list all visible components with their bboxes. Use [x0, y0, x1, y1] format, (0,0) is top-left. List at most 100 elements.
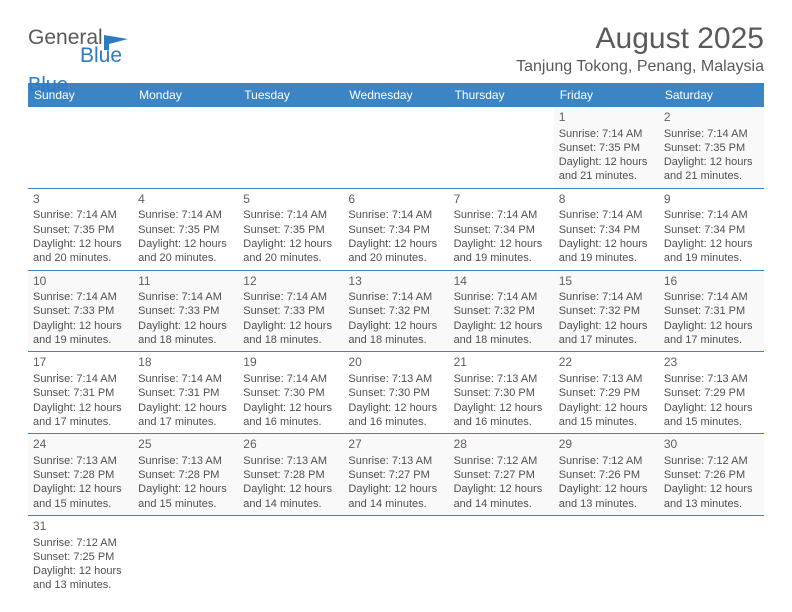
day-info: Sunrise: 7:13 AMSunset: 7:28 PMDaylight:…	[243, 454, 338, 511]
calendar-day-cell	[28, 107, 133, 188]
day-info: Sunrise: 7:13 AMSunset: 7:27 PMDaylight:…	[348, 454, 443, 511]
calendar-body: 1Sunrise: 7:14 AMSunset: 7:35 PMDaylight…	[28, 107, 764, 597]
weekday-header: Saturday	[659, 83, 764, 107]
day-info: Sunrise: 7:14 AMSunset: 7:30 PMDaylight:…	[243, 372, 338, 429]
day-number: 17	[33, 355, 128, 371]
day-number: 9	[664, 192, 759, 208]
day-number: 23	[664, 355, 759, 371]
day-number: 11	[138, 274, 233, 290]
day-number: 16	[664, 274, 759, 290]
day-number: 22	[559, 355, 654, 371]
calendar-day-cell: 22Sunrise: 7:13 AMSunset: 7:29 PMDayligh…	[554, 352, 659, 434]
day-number: 1	[559, 110, 654, 126]
day-info: Sunrise: 7:14 AMSunset: 7:35 PMDaylight:…	[243, 208, 338, 265]
weekday-header: Tuesday	[238, 83, 343, 107]
calendar-day-cell: 4Sunrise: 7:14 AMSunset: 7:35 PMDaylight…	[133, 188, 238, 270]
calendar-day-cell: 5Sunrise: 7:14 AMSunset: 7:35 PMDaylight…	[238, 188, 343, 270]
calendar-day-cell: 15Sunrise: 7:14 AMSunset: 7:32 PMDayligh…	[554, 270, 659, 352]
day-number: 30	[664, 437, 759, 453]
calendar-day-cell	[449, 107, 554, 188]
day-number: 12	[243, 274, 338, 290]
weekday-header: Wednesday	[343, 83, 448, 107]
day-number: 28	[454, 437, 549, 453]
day-number: 14	[454, 274, 549, 290]
day-info: Sunrise: 7:12 AMSunset: 7:27 PMDaylight:…	[454, 454, 549, 511]
calendar-day-cell: 24Sunrise: 7:13 AMSunset: 7:28 PMDayligh…	[28, 434, 133, 516]
calendar-day-cell: 18Sunrise: 7:14 AMSunset: 7:31 PMDayligh…	[133, 352, 238, 434]
day-number: 15	[559, 274, 654, 290]
calendar-day-cell: 11Sunrise: 7:14 AMSunset: 7:33 PMDayligh…	[133, 270, 238, 352]
day-info: Sunrise: 7:14 AMSunset: 7:33 PMDaylight:…	[138, 290, 233, 347]
day-info: Sunrise: 7:14 AMSunset: 7:34 PMDaylight:…	[559, 208, 654, 265]
day-info: Sunrise: 7:14 AMSunset: 7:33 PMDaylight:…	[243, 290, 338, 347]
day-info: Sunrise: 7:14 AMSunset: 7:35 PMDaylight:…	[138, 208, 233, 265]
calendar-day-cell: 31Sunrise: 7:12 AMSunset: 7:25 PMDayligh…	[28, 515, 133, 596]
day-number: 2	[664, 110, 759, 126]
calendar-day-cell: 19Sunrise: 7:14 AMSunset: 7:30 PMDayligh…	[238, 352, 343, 434]
calendar-day-cell	[343, 515, 448, 596]
calendar-week-row: 1Sunrise: 7:14 AMSunset: 7:35 PMDaylight…	[28, 107, 764, 188]
calendar-day-cell: 16Sunrise: 7:14 AMSunset: 7:31 PMDayligh…	[659, 270, 764, 352]
calendar-week-row: 3Sunrise: 7:14 AMSunset: 7:35 PMDaylight…	[28, 188, 764, 270]
day-info: Sunrise: 7:14 AMSunset: 7:31 PMDaylight:…	[138, 372, 233, 429]
calendar-day-cell: 7Sunrise: 7:14 AMSunset: 7:34 PMDaylight…	[449, 188, 554, 270]
calendar-table: SundayMondayTuesdayWednesdayThursdayFrid…	[28, 83, 764, 597]
calendar-day-cell: 27Sunrise: 7:13 AMSunset: 7:27 PMDayligh…	[343, 434, 448, 516]
calendar-day-cell: 21Sunrise: 7:13 AMSunset: 7:30 PMDayligh…	[449, 352, 554, 434]
day-number: 20	[348, 355, 443, 371]
calendar-week-row: 24Sunrise: 7:13 AMSunset: 7:28 PMDayligh…	[28, 434, 764, 516]
calendar-day-cell	[659, 515, 764, 596]
day-info: Sunrise: 7:14 AMSunset: 7:33 PMDaylight:…	[33, 290, 128, 347]
day-number: 24	[33, 437, 128, 453]
calendar-day-cell: 3Sunrise: 7:14 AMSunset: 7:35 PMDaylight…	[28, 188, 133, 270]
day-number: 31	[33, 519, 128, 535]
day-number: 19	[243, 355, 338, 371]
day-number: 4	[138, 192, 233, 208]
day-info: Sunrise: 7:14 AMSunset: 7:35 PMDaylight:…	[559, 127, 654, 184]
day-number: 10	[33, 274, 128, 290]
calendar-day-cell: 14Sunrise: 7:14 AMSunset: 7:32 PMDayligh…	[449, 270, 554, 352]
calendar-day-cell: 29Sunrise: 7:12 AMSunset: 7:26 PMDayligh…	[554, 434, 659, 516]
calendar-day-cell: 1Sunrise: 7:14 AMSunset: 7:35 PMDaylight…	[554, 107, 659, 188]
calendar-day-cell: 23Sunrise: 7:13 AMSunset: 7:29 PMDayligh…	[659, 352, 764, 434]
calendar-week-row: 31Sunrise: 7:12 AMSunset: 7:25 PMDayligh…	[28, 515, 764, 596]
calendar-week-row: 17 Sunrise: 7:14 AMSunset: 7:31 PMDayligh…	[28, 352, 764, 434]
weekday-header: Friday	[554, 83, 659, 107]
day-info: Sunrise: 7:14 AMSunset: 7:32 PMDaylight:…	[348, 290, 443, 347]
calendar-day-cell: 17Sunrise: 7:14 AMSunset: 7:31 PMDayligh…	[28, 352, 133, 434]
day-number: 3	[33, 192, 128, 208]
day-number: 27	[348, 437, 443, 453]
calendar-day-cell: 26Sunrise: 7:13 AMSunset: 7:28 PMDayligh…	[238, 434, 343, 516]
month-title: August 2025	[516, 22, 764, 56]
day-info: Sunrise: 7:13 AMSunset: 7:30 PMDaylight:…	[348, 372, 443, 429]
weekday-header: Monday	[133, 83, 238, 107]
day-number: 26	[243, 437, 338, 453]
day-number: 21	[454, 355, 549, 371]
day-info: Sunrise: 7:14 AMSunset: 7:32 PMDaylight:…	[454, 290, 549, 347]
day-info: Sunrise: 7:14 AMSunset: 7:34 PMDaylight:…	[348, 208, 443, 265]
calendar-day-cell: 6Sunrise: 7:14 AMSunset: 7:34 PMDaylight…	[343, 188, 448, 270]
calendar-day-cell: 25Sunrise: 7:13 AMSunset: 7:28 PMDayligh…	[133, 434, 238, 516]
calendar-day-cell: 20Sunrise: 7:13 AMSunset: 7:30 PMDayligh…	[343, 352, 448, 434]
day-info: Sunrise: 7:14 AMSunset: 7:34 PMDaylight:…	[454, 208, 549, 265]
day-info: Sunrise: 7:14 AMSunset: 7:35 PMDaylight:…	[664, 127, 759, 184]
day-info: Sunrise: 7:13 AMSunset: 7:28 PMDaylight:…	[33, 454, 128, 511]
calendar-day-cell	[554, 515, 659, 596]
day-info: Sunrise: 7:14 AMSunset: 7:34 PMDaylight:…	[664, 208, 759, 265]
day-number: 7	[454, 192, 549, 208]
day-number: 5	[243, 192, 338, 208]
day-info: Sunrise: 7:14 AMSunset: 7:31 PMDaylight:…	[664, 290, 759, 347]
day-info: Sunrise: 7:12 AMSunset: 7:25 PMDaylight:…	[33, 536, 128, 593]
calendar-day-cell	[238, 107, 343, 188]
day-info: Sunrise: 7:13 AMSunset: 7:30 PMDaylight:…	[454, 372, 549, 429]
weekday-header: Thursday	[449, 83, 554, 107]
calendar-day-cell	[343, 107, 448, 188]
day-info: Sunrise: 7:14 AMSunset: 7:35 PMDaylight:…	[33, 208, 128, 265]
day-number: 29	[559, 437, 654, 453]
weekday-header-row: SundayMondayTuesdayWednesdayThursdayFrid…	[28, 83, 764, 107]
calendar-week-row: 10Sunrise: 7:14 AMSunset: 7:33 PMDayligh…	[28, 270, 764, 352]
logo-text-2: Blue	[28, 74, 68, 97]
day-number: 25	[138, 437, 233, 453]
calendar-day-cell: 8Sunrise: 7:14 AMSunset: 7:34 PMDaylight…	[554, 188, 659, 270]
day-number: 8	[559, 192, 654, 208]
